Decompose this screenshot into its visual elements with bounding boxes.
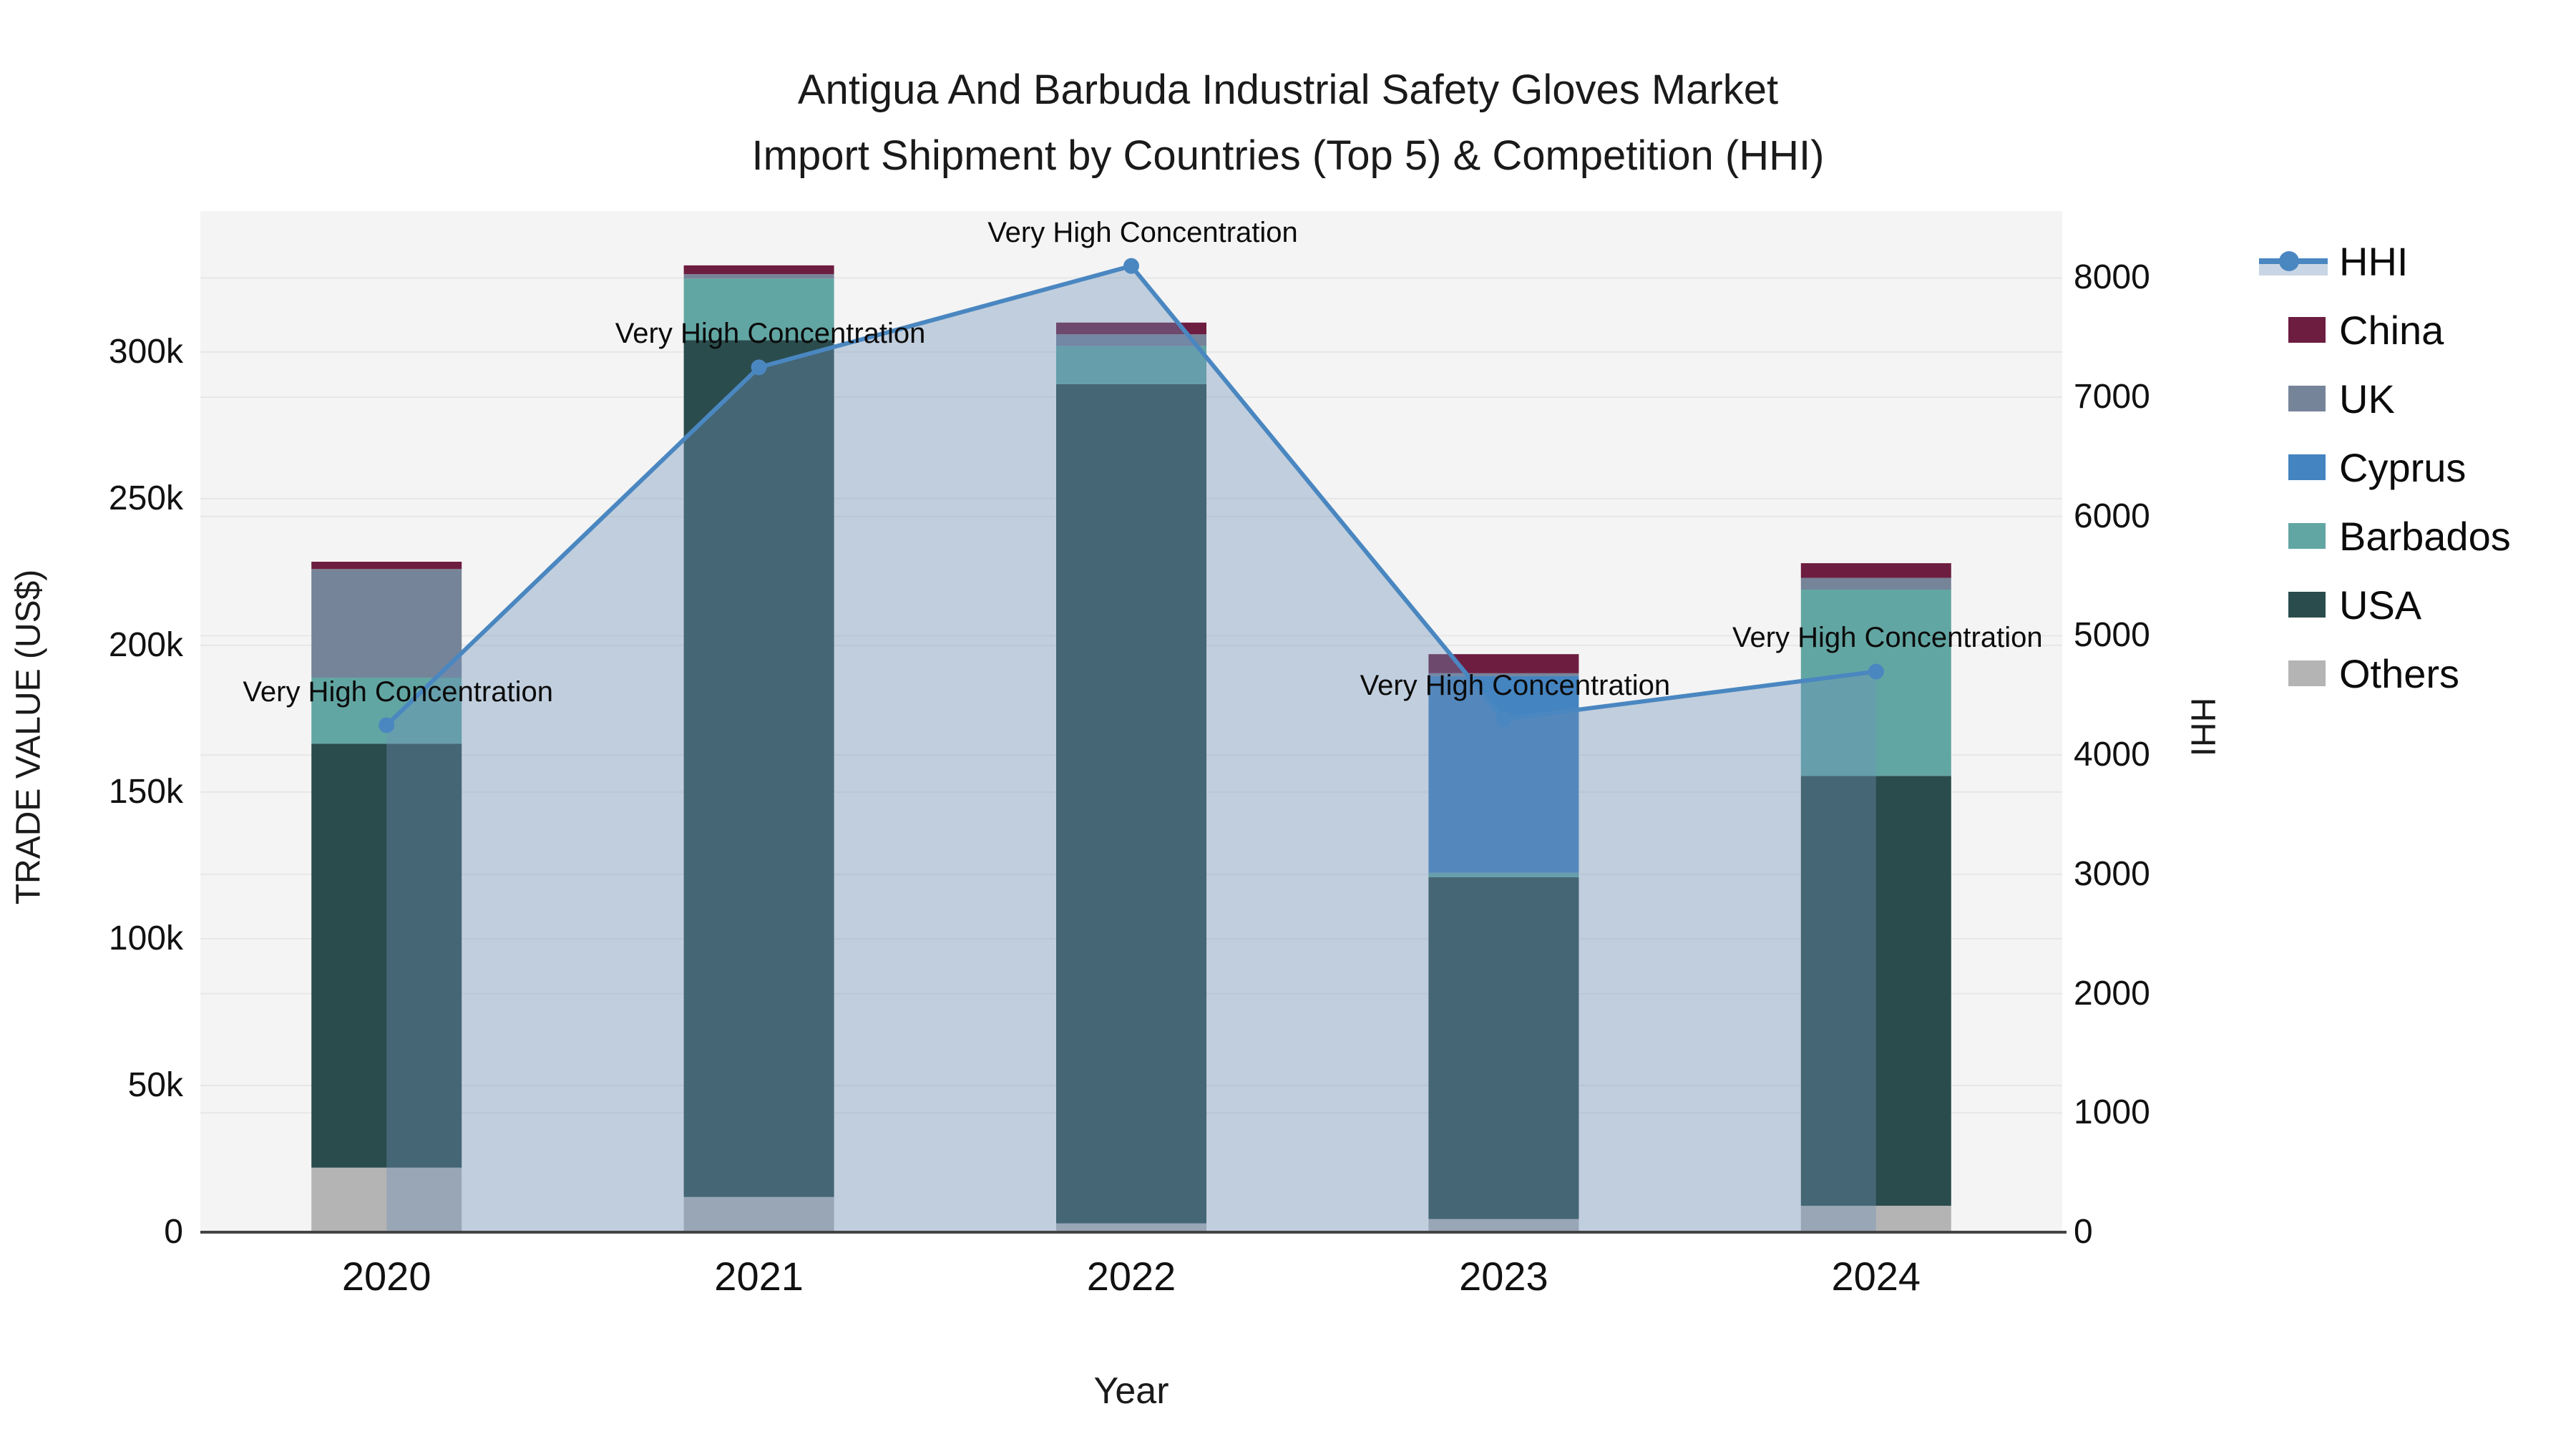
legend-swatch-icon <box>2259 296 2339 364</box>
y-tick-right-5000: 5000 <box>2074 616 2150 655</box>
annotation-2022: Very High Concentration <box>987 216 1298 248</box>
hhi-point-2024 <box>1868 663 1884 680</box>
bar-2021-others <box>683 1196 834 1232</box>
legend-label-others: Others <box>2339 650 2460 696</box>
legend-label-barbados: Barbados <box>2339 513 2511 559</box>
bar-2021-usa <box>683 340 834 1197</box>
bar-2024-barbados <box>1800 589 1951 776</box>
legend-swatch-icon <box>2259 502 2339 570</box>
y-tick-right-7000: 7000 <box>2074 378 2150 416</box>
legend-line-marker-icon <box>2259 227 2339 296</box>
y-tick-left-0: 0 <box>164 1213 183 1251</box>
bar-2020-uk <box>311 569 462 678</box>
y-tick-left-300k: 300k <box>108 332 183 371</box>
bar-2023-barbados <box>1428 872 1579 877</box>
legend-label-hhi: HHI <box>2339 238 2409 284</box>
chart-title-line1: Antigua And Barbuda Industrial Safety Gl… <box>797 67 1779 113</box>
x-tick-2021: 2021 <box>714 1254 804 1299</box>
hhi-area-fill <box>386 265 1876 1232</box>
y-tick-left-200k: 200k <box>108 625 183 664</box>
legend-item-hhi[interactable]: HHI <box>2259 227 2511 296</box>
chart-title-line2: Import Shipment by Countries (Top 5) & C… <box>751 132 1825 179</box>
bar-2021-china <box>683 265 834 275</box>
hhi-point-2023 <box>1496 711 1512 728</box>
annotation-2021: Very High Concentration <box>615 318 926 350</box>
legend-label-china: China <box>2339 307 2444 353</box>
y-tick-left-150k: 150k <box>108 772 183 811</box>
legend-item-uk[interactable]: UK <box>2259 364 2511 433</box>
bar-2023-others <box>1428 1219 1579 1232</box>
hhi-point-2020 <box>379 717 395 733</box>
y-tick-right-0: 0 <box>2074 1213 2093 1251</box>
bar-2024-usa <box>1800 776 1951 1206</box>
bar-2023-usa <box>1428 877 1579 1219</box>
bar-2022-barbados <box>1056 346 1206 384</box>
y-tick-left-50k: 50k <box>127 1065 183 1104</box>
bar-2022-others <box>1056 1223 1206 1232</box>
annotation-2024: Very High Concentration <box>1732 622 2043 654</box>
legend-swatch-icon <box>2259 364 2339 433</box>
y-tick-left-100k: 100k <box>108 919 183 957</box>
y-axis-title-left: TRADE VALUE (US$) <box>9 569 48 905</box>
y-tick-right-4000: 4000 <box>2074 736 2150 774</box>
legend: HHI China UK Cyprus Barbados USA Others <box>2259 227 2511 708</box>
bar-2024-china <box>1800 563 1951 578</box>
x-tick-2022: 2022 <box>1086 1254 1176 1299</box>
legend-item-china[interactable]: China <box>2259 296 2511 364</box>
legend-item-barbados[interactable]: Barbados <box>2259 502 2511 570</box>
y-tick-right-6000: 6000 <box>2074 497 2150 535</box>
y-tick-right-3000: 3000 <box>2074 854 2150 893</box>
hhi-point-2022 <box>1123 258 1139 274</box>
legend-swatch-icon <box>2259 433 2339 502</box>
bar-2024-others <box>1800 1206 1951 1232</box>
bar-2021-uk <box>683 274 834 279</box>
y-axis-title-right: HHI <box>2183 697 2222 757</box>
y-tick-left-250k: 250k <box>108 479 183 517</box>
legend-swatch-icon <box>2259 639 2339 708</box>
annotation-2023: Very High Concentration <box>1360 670 1671 702</box>
legend-item-others[interactable]: Others <box>2259 639 2511 708</box>
x-axis-title: Year <box>1093 1370 1169 1412</box>
legend-label-uk: UK <box>2339 376 2395 421</box>
x-tick-2024: 2024 <box>1831 1254 1921 1299</box>
bar-2022-china <box>1056 322 1206 335</box>
bar-2020-china <box>311 562 462 570</box>
legend-label-cyprus: Cyprus <box>2339 444 2467 490</box>
hhi-point-2021 <box>751 359 767 376</box>
bar-2020-others <box>311 1167 462 1232</box>
x-tick-2020: 2020 <box>341 1254 431 1299</box>
bar-2023-cyprus <box>1428 675 1579 873</box>
bar-2023-uk <box>1428 673 1579 676</box>
bar-2022-uk <box>1056 334 1206 346</box>
legend-swatch-icon <box>2259 570 2339 639</box>
y-tick-right-2000: 2000 <box>2074 974 2150 1013</box>
annotation-2020: Very High Concentration <box>243 675 553 708</box>
x-tick-2023: 2023 <box>1459 1254 1548 1299</box>
chart-title: Antigua And Barbuda Industrial Safety Gl… <box>0 57 2576 189</box>
legend-item-usa[interactable]: USA <box>2259 570 2511 639</box>
bar-2024-uk <box>1800 577 1951 590</box>
bar-2021-barbados <box>683 278 834 341</box>
legend-label-usa: USA <box>2339 582 2422 628</box>
y-tick-right-1000: 1000 <box>2074 1093 2150 1132</box>
bar-2020-usa <box>311 743 462 1168</box>
bar-2022-usa <box>1056 384 1206 1224</box>
legend-item-cyprus[interactable]: Cyprus <box>2259 433 2511 502</box>
y-tick-right-8000: 8000 <box>2074 258 2150 297</box>
